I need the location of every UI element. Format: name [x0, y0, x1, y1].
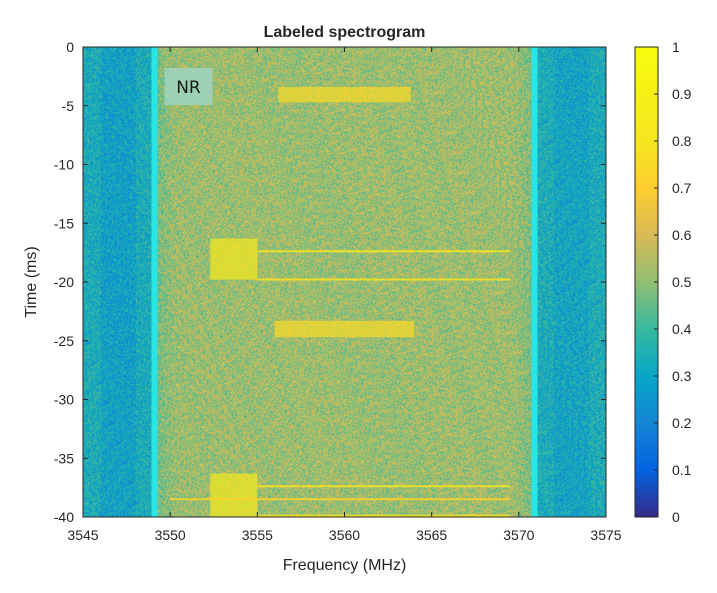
y-tick-label: -35 [54, 450, 74, 466]
colorbar-tick-label: 0.7 [672, 180, 692, 196]
label-boundary-right [531, 47, 538, 517]
colorbar-tick-label: 0.2 [672, 415, 692, 431]
chart-title: Labeled spectrogram [264, 24, 426, 41]
y-tick-label: 0 [66, 39, 74, 55]
signal-burst [257, 250, 511, 253]
x-tick-label: 3555 [242, 527, 273, 543]
y-tick-label: -15 [54, 215, 74, 231]
signal-burst [210, 238, 258, 280]
y-tick-label: -5 [62, 98, 75, 114]
signal-burst [170, 498, 511, 501]
signal-burst [274, 320, 415, 338]
x-tick-label: 3545 [67, 527, 98, 543]
noise-background [83, 47, 606, 517]
colorbar-tick-label: 0.9 [672, 86, 692, 102]
x-tick-label: 3560 [329, 527, 360, 543]
x-tick-label: 3575 [590, 527, 621, 543]
y-tick-label: -10 [54, 157, 74, 173]
y-axis-label: Time (ms) [23, 246, 40, 317]
y-tick-label: -20 [54, 274, 74, 290]
colorbar-tick-label: 0.8 [672, 133, 692, 149]
x-tick-label: 3570 [503, 527, 534, 543]
colorbar-tick-label: 0.4 [672, 321, 692, 337]
label-box [164, 68, 213, 105]
x-axis-label: Frequency (MHz) [283, 557, 407, 574]
signal-burst [257, 278, 511, 281]
signal-bursts [170, 86, 511, 517]
signal-burst [257, 514, 511, 517]
colorbar-tick-label: 0.6 [672, 227, 692, 243]
y-tick-label: -30 [54, 392, 74, 408]
colorbar-tick-label: 0.3 [672, 368, 692, 384]
x-tick-label: 3565 [416, 527, 447, 543]
colorbar-tick-label: 0.1 [672, 462, 692, 478]
spectrogram-plot-area [83, 47, 606, 517]
x-tick-label: 3550 [155, 527, 186, 543]
colorbar-tick-label: 0 [672, 509, 680, 525]
colorbar-tick-label: 1 [672, 39, 680, 55]
label-text: NR [176, 78, 201, 98]
y-tick-label: -40 [54, 509, 74, 525]
y-tick-label: -25 [54, 333, 74, 349]
signal-burst [257, 485, 511, 488]
signal-burst [278, 86, 411, 103]
colorbar-ticks: 0 0.1 0.2 0.3 0.4 0.5 0.6 0.7 0.8 0.9 1 [654, 39, 692, 525]
y-axis-ticks: 0 -5 -10 -15 -20 -25 -30 -35 -40 [54, 39, 606, 525]
signal-burst [210, 473, 258, 517]
label-boundary-left [151, 47, 158, 517]
label-boundaries: NR [151, 47, 538, 517]
colorbar-tick-label: 0.5 [672, 274, 692, 290]
x-axis-ticks: 3545 3550 3555 3560 3565 3570 3575 [67, 47, 622, 543]
